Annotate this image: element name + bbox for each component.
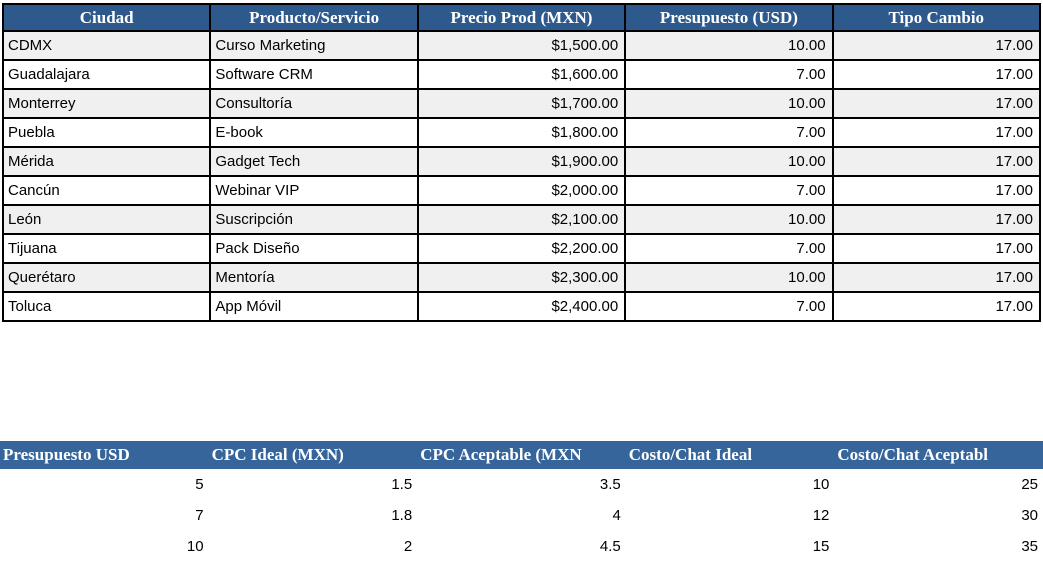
cpc-reference-table-row-2: 10 2 4.5 15 35 <box>0 531 1043 562</box>
cpc-reference-table-header-col-2[interactable]: CPC Aceptable (MXN <box>417 441 626 469</box>
city-products-table-cell-r0-c1[interactable]: Curso Marketing <box>209 30 419 61</box>
city-products-table-cell-r6-c4[interactable]: 17.00 <box>831 204 1042 235</box>
cpc-reference-table-cell-r2-c4[interactable]: 35 <box>834 531 1043 562</box>
cpc-reference-table-header-col-3[interactable]: Costo/Chat Ideal <box>625 441 835 469</box>
city-products-table-cell-r7-c0[interactable]: Tijuana <box>1 233 212 264</box>
city-products-table-cell-r7-c4[interactable]: 17.00 <box>831 233 1042 264</box>
city-products-table-cell-r0-c2[interactable]: $1,500.00 <box>416 30 627 61</box>
city-products-table-cell-r3-c2[interactable]: $1,800.00 <box>416 117 627 148</box>
city-products-table-cell-r2-c1[interactable]: Consultoría <box>209 88 419 119</box>
city-products-table-cell-r3-c0[interactable]: Puebla <box>1 117 212 148</box>
cpc-reference-table-cell-r0-c1[interactable]: 1.5 <box>208 469 418 500</box>
city-products-table-row-5: Cancún Webinar VIP $2,000.00 7.00 17.00 <box>1 175 1042 206</box>
city-products-table-cell-r1-c0[interactable]: Guadalajara <box>1 59 212 90</box>
city-products-table-cell-r8-c2[interactable]: $2,300.00 <box>416 262 627 293</box>
city-products-table-cell-r2-c2[interactable]: $1,700.00 <box>416 88 627 119</box>
city-products-table-cell-r9-c0[interactable]: Toluca <box>1 291 212 322</box>
city-products-table-cell-r5-c1[interactable]: Webinar VIP <box>209 175 419 206</box>
city-products-table-cell-r1-c4[interactable]: 17.00 <box>831 59 1042 90</box>
city-products-table-cell-r1-c1[interactable]: Software CRM <box>209 59 419 90</box>
city-products-table-cell-r4-c1[interactable]: Gadget Tech <box>209 146 419 177</box>
city-products-table-cell-r0-c0[interactable]: CDMX <box>1 30 212 61</box>
city-products-table-cell-r0-c3[interactable]: 10.00 <box>624 30 834 61</box>
city-products-table-header-col-3[interactable]: Presupuesto (USD) <box>624 3 834 32</box>
city-products-table-cell-r4-c0[interactable]: Mérida <box>1 146 212 177</box>
cpc-reference-table-cell-r1-c4[interactable]: 30 <box>834 500 1043 531</box>
cpc-reference-table-cell-r1-c3[interactable]: 12 <box>625 500 835 531</box>
city-products-table-row-4: Mérida Gadget Tech $1,900.00 10.00 17.00 <box>1 146 1042 177</box>
city-products-table-row-0: CDMX Curso Marketing $1,500.00 10.00 17.00 <box>1 30 1042 61</box>
cpc-reference-table-cell-r1-c2[interactable]: 4 <box>417 500 626 531</box>
city-products-table-row-2: Monterrey Consultoría $1,700.00 10.00 17.00 <box>1 88 1042 119</box>
cpc-reference-table-cell-r1-c0[interactable]: 7 <box>0 500 209 531</box>
city-products-table-cell-r5-c3[interactable]: 7.00 <box>624 175 834 206</box>
city-products-table-row-7: Tijuana Pack Diseño $2,200.00 7.00 17.00 <box>1 233 1042 264</box>
city-products-table-cell-r4-c3[interactable]: 10.00 <box>624 146 834 177</box>
cpc-reference-table-cell-r2-c3[interactable]: 15 <box>625 531 835 562</box>
city-products-table-cell-r3-c3[interactable]: 7.00 <box>624 117 834 148</box>
city-products-table-cell-r8-c1[interactable]: Mentoría <box>209 262 419 293</box>
cpc-reference-table-cell-r0-c2[interactable]: 3.5 <box>417 469 626 500</box>
city-products-table-cell-r3-c1[interactable]: E-book <box>209 117 419 148</box>
city-products-table-header-col-4[interactable]: Tipo Cambio <box>831 3 1042 32</box>
cpc-reference-table-cell-r0-c0[interactable]: 5 <box>0 469 209 500</box>
city-products-table-cell-r5-c4[interactable]: 17.00 <box>831 175 1042 206</box>
cpc-reference-table-header-col-0[interactable]: Presupuesto USD <box>0 441 209 469</box>
cpc-reference-table-cell-r2-c0[interactable]: 10 <box>0 531 209 562</box>
cpc-reference-table: Presupuesto USD CPC Ideal (MXN) CPC Acepta… <box>0 441 1043 562</box>
city-products-table-cell-r7-c1[interactable]: Pack Diseño <box>209 233 419 264</box>
cpc-reference-table-cell-r1-c1[interactable]: 1.8 <box>208 500 418 531</box>
city-products-table-cell-r4-c4[interactable]: 17.00 <box>831 146 1042 177</box>
cpc-reference-table-cell-r0-c4[interactable]: 25 <box>834 469 1043 500</box>
city-products-table-cell-r8-c3[interactable]: 10.00 <box>624 262 834 293</box>
city-products-table-cell-r6-c0[interactable]: León <box>1 204 212 235</box>
city-products-table-cell-r2-c0[interactable]: Monterrey <box>1 88 212 119</box>
header-row: Ciudad Producto/Servicio Precio Prod (MXN)… <box>1 3 1042 32</box>
city-products-table-row-6: León Suscripción $2,100.00 10.00 17.00 <box>1 204 1042 235</box>
city-products-table-cell-r3-c4[interactable]: 17.00 <box>831 117 1042 148</box>
city-products-table-header-col-1[interactable]: Producto/Servicio <box>209 3 419 32</box>
city-products-table-cell-r6-c2[interactable]: $2,100.00 <box>416 204 627 235</box>
city-products-table-cell-r0-c4[interactable]: 17.00 <box>831 30 1042 61</box>
city-products-table-cell-r6-c1[interactable]: Suscripción <box>209 204 419 235</box>
cpc-reference-table-header-col-4[interactable]: Costo/Chat Aceptabl <box>834 441 1043 469</box>
city-products-table-cell-r8-c4[interactable]: 17.00 <box>831 262 1042 293</box>
city-products-table-header-col-2[interactable]: Precio Prod (MXN) <box>416 3 627 32</box>
city-products-table-cell-r6-c3[interactable]: 10.00 <box>624 204 834 235</box>
city-products-table-cell-r1-c2[interactable]: $1,600.00 <box>416 59 627 90</box>
city-products-table-row-8: Querétaro Mentoría $2,300.00 10.00 17.00 <box>1 262 1042 293</box>
header-row: Presupuesto USD CPC Ideal (MXN) CPC Acepta… <box>0 441 1043 469</box>
cpc-reference-table-cell-r0-c3[interactable]: 10 <box>625 469 835 500</box>
cpc-reference-table-header-col-1[interactable]: CPC Ideal (MXN) <box>208 441 418 469</box>
city-products-table-row-3: Puebla E-book $1,800.00 7.00 17.00 <box>1 117 1042 148</box>
city-products-table-cell-r7-c2[interactable]: $2,200.00 <box>416 233 627 264</box>
city-products-table-cell-r1-c3[interactable]: 7.00 <box>624 59 834 90</box>
city-products-table-cell-r2-c4[interactable]: 17.00 <box>831 88 1042 119</box>
cpc-reference-table-cell-r2-c2[interactable]: 4.5 <box>417 531 626 562</box>
cpc-reference-table-row-0: 5 1.5 3.5 10 25 <box>0 469 1043 500</box>
city-products-table-cell-r9-c3[interactable]: 7.00 <box>624 291 834 322</box>
city-products-table-cell-r9-c2[interactable]: $2,400.00 <box>416 291 627 322</box>
city-products-table-row-1: Guadalajara Software CRM $1,600.00 7.00 17.0… <box>1 59 1042 90</box>
city-products-table-cell-r4-c2[interactable]: $1,900.00 <box>416 146 627 177</box>
city-products-table-cell-r9-c4[interactable]: 17.00 <box>831 291 1042 322</box>
city-products-table-row-9: Toluca App Móvil $2,400.00 7.00 17.00 <box>1 291 1042 322</box>
city-products-table-cell-r7-c3[interactable]: 7.00 <box>624 233 834 264</box>
city-products-table: Ciudad Producto/Servicio Precio Prod (MXN)… <box>1 3 1042 322</box>
city-products-table-cell-r5-c2[interactable]: $2,000.00 <box>416 175 627 206</box>
city-products-table-cell-r2-c3[interactable]: 10.00 <box>624 88 834 119</box>
city-products-table-cell-r9-c1[interactable]: App Móvil <box>209 291 419 322</box>
city-products-table-cell-r8-c0[interactable]: Querétaro <box>1 262 212 293</box>
cpc-reference-table-cell-r2-c1[interactable]: 2 <box>208 531 418 562</box>
city-products-table-cell-r5-c0[interactable]: Cancún <box>1 175 212 206</box>
cpc-reference-table-row-1: 7 1.8 4 12 30 <box>0 500 1043 531</box>
city-products-table-header-col-0[interactable]: Ciudad <box>1 3 212 32</box>
